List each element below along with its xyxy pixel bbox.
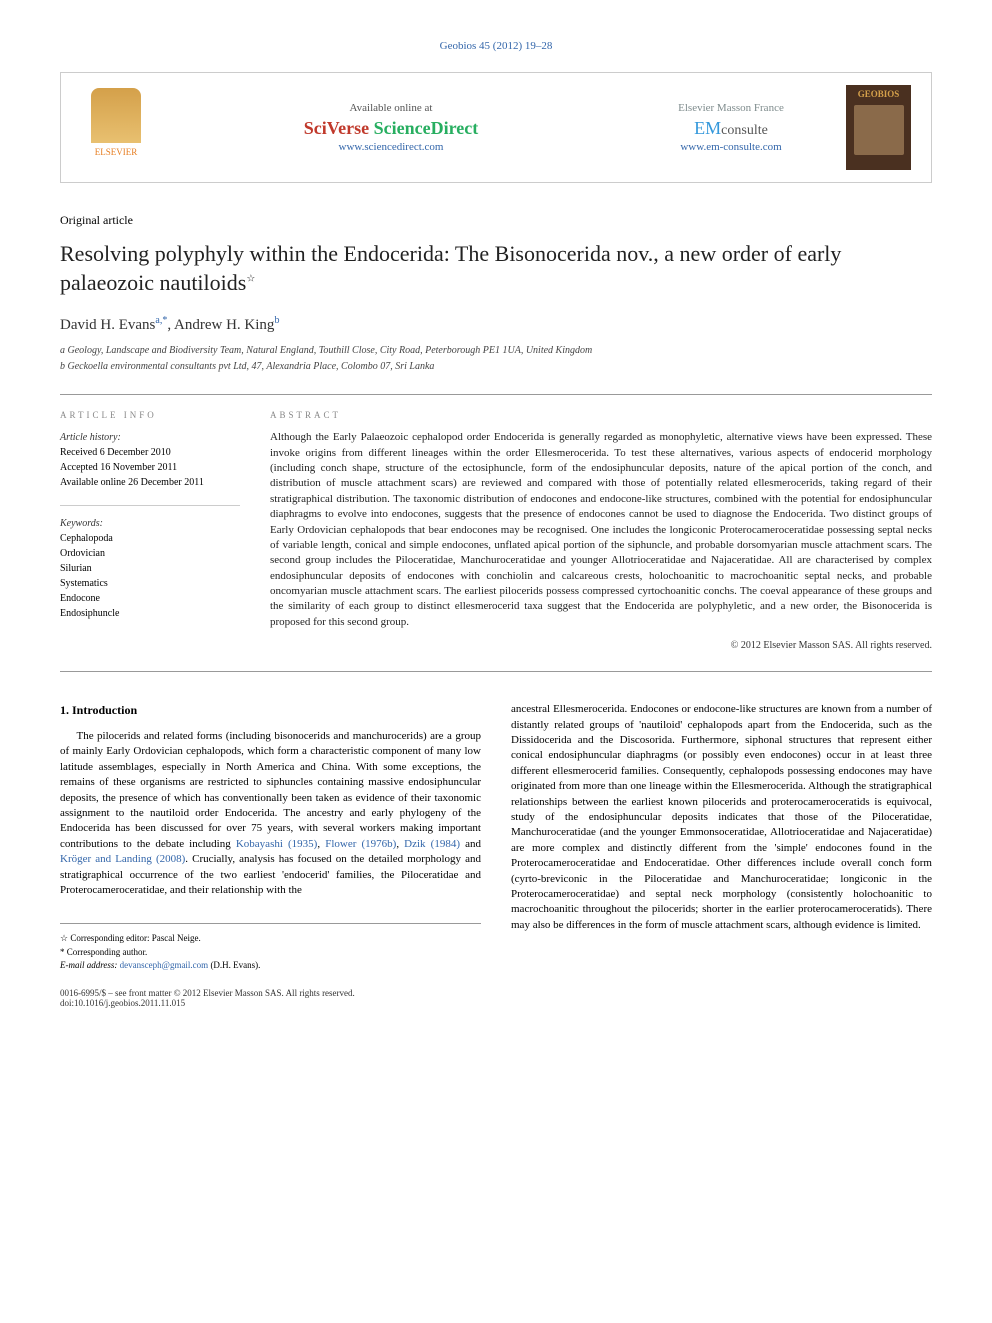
ref-kroger[interactable]: Kröger and Landing (2008) bbox=[60, 853, 185, 865]
article-title: Resolving polyphyly within the Endocerid… bbox=[60, 240, 932, 297]
header-center: Available online at SciVerse ScienceDire… bbox=[151, 102, 631, 153]
body-col-left: 1. Introduction The pilocerids and relat… bbox=[60, 702, 481, 973]
history-label: Article history: bbox=[60, 430, 240, 445]
ref-flower[interactable]: Flower (1976b) bbox=[325, 838, 396, 850]
elsevier-tree-icon bbox=[91, 88, 141, 143]
journal-cover-title: GEOBIOS bbox=[858, 89, 900, 99]
abstract-copyright: © 2012 Elsevier Masson SAS. All rights r… bbox=[270, 640, 932, 651]
online-date: Available online 26 December 2011 bbox=[60, 475, 240, 490]
author-2: , Andrew H. King bbox=[167, 317, 274, 333]
author-2-affil: b bbox=[274, 315, 279, 326]
affiliations: a Geology, Landscape and Biodiversity Te… bbox=[60, 344, 932, 374]
journal-cover-image bbox=[854, 105, 904, 155]
footnote-editor: ☆ Corresponding editor: Pascal Neige. bbox=[60, 932, 481, 946]
abstract-heading: ABSTRACT bbox=[270, 410, 932, 420]
divider-bottom bbox=[60, 671, 932, 672]
header-right: Elsevier Masson France EMconsulte www.em… bbox=[631, 102, 831, 153]
available-online-text: Available online at bbox=[151, 102, 631, 114]
section-1-heading: 1. Introduction bbox=[60, 702, 481, 719]
article-info-col: ARTICLE INFO Article history: Received 6… bbox=[60, 410, 240, 651]
info-divider bbox=[60, 505, 240, 506]
email-address[interactable]: devansceph@gmail.com bbox=[120, 960, 209, 970]
email-label: E-mail address: bbox=[60, 960, 120, 970]
accepted-date: Accepted 16 November 2011 bbox=[60, 460, 240, 475]
keyword: Cephalopoda bbox=[60, 531, 240, 546]
ref-kobayashi[interactable]: Kobayashi (1935) bbox=[236, 838, 317, 850]
journal-cover: GEOBIOS bbox=[846, 85, 911, 170]
sciverse-direct: ScienceDirect bbox=[374, 118, 479, 138]
elsevier-masson-text: Elsevier Masson France bbox=[631, 102, 831, 114]
abstract-text: Although the Early Palaeozoic cephalopod… bbox=[270, 430, 932, 630]
footer-bar: 0016-6995/$ – see front matter © 2012 El… bbox=[60, 988, 932, 1008]
footer-copyright: 0016-6995/$ – see front matter © 2012 El… bbox=[60, 988, 355, 998]
affiliation-a: a Geology, Landscape and Biodiversity Te… bbox=[60, 344, 932, 358]
em-prefix: EM bbox=[694, 118, 721, 138]
footer-left: 0016-6995/$ – see front matter © 2012 El… bbox=[60, 988, 355, 1008]
intro-paragraph-cont: ancestral Ellesmerocerida. Endocones or … bbox=[511, 702, 932, 933]
keywords-list: Cephalopoda Ordovician Silurian Systemat… bbox=[60, 531, 240, 621]
intro-paragraph: The pilocerids and related forms (includ… bbox=[60, 729, 481, 898]
affiliation-b: b Geckoella environmental consultants pv… bbox=[60, 360, 932, 374]
sciencedirect-url[interactable]: www.sciencedirect.com bbox=[151, 141, 631, 153]
footer-doi: doi:10.1016/j.geobios.2011.11.015 bbox=[60, 998, 355, 1008]
elsevier-label: ELSEVIER bbox=[95, 147, 138, 157]
author-1: David H. Evans bbox=[60, 317, 155, 333]
em-consulte-logo: EMconsulte bbox=[631, 118, 831, 139]
em-suffix: consulte bbox=[721, 123, 768, 138]
keyword: Endocone bbox=[60, 591, 240, 606]
sciverse-sci: SciVerse bbox=[304, 118, 374, 138]
footnote-corresponding: * Corresponding author. bbox=[60, 946, 481, 960]
keywords-block: Keywords: Cephalopoda Ordovician Siluria… bbox=[60, 516, 240, 621]
keyword: Systematics bbox=[60, 576, 240, 591]
body-columns: 1. Introduction The pilocerids and relat… bbox=[60, 702, 932, 973]
keyword: Endosiphuncle bbox=[60, 606, 240, 621]
ref-dzik[interactable]: Dzik (1984) bbox=[404, 838, 460, 850]
footnote-email: E-mail address: devansceph@gmail.com (D.… bbox=[60, 959, 481, 973]
keyword: Silurian bbox=[60, 561, 240, 576]
article-info-heading: ARTICLE INFO bbox=[60, 410, 240, 420]
received-date: Received 6 December 2010 bbox=[60, 445, 240, 460]
sciverse-logo: SciVerse ScienceDirect bbox=[151, 118, 631, 139]
divider-top bbox=[60, 394, 932, 395]
elsevier-logo: ELSEVIER bbox=[81, 88, 151, 168]
em-consulte-url[interactable]: www.em-consulte.com bbox=[631, 141, 831, 153]
intro-text-a: The pilocerids and related forms (includ… bbox=[60, 730, 481, 850]
abstract-col: ABSTRACT Although the Early Palaeozoic c… bbox=[270, 410, 932, 651]
body-col-right: ancestral Ellesmerocerida. Endocones or … bbox=[511, 702, 932, 973]
article-history-block: Article history: Received 6 December 201… bbox=[60, 430, 240, 490]
title-text: Resolving polyphyly within the Endocerid… bbox=[60, 241, 841, 295]
authors-line: David H. Evansa,*, Andrew H. Kingb bbox=[60, 315, 932, 334]
article-type: Original article bbox=[60, 213, 932, 228]
header-banner: ELSEVIER Available online at SciVerse Sc… bbox=[60, 72, 932, 183]
title-footnote-star: ☆ bbox=[246, 273, 255, 284]
email-suffix: (D.H. Evans). bbox=[208, 960, 260, 970]
keywords-label: Keywords: bbox=[60, 516, 240, 531]
citation-line: Geobios 45 (2012) 19–28 bbox=[60, 40, 932, 52]
footnotes: ☆ Corresponding editor: Pascal Neige. * … bbox=[60, 923, 481, 973]
keyword: Ordovician bbox=[60, 546, 240, 561]
info-abstract-row: ARTICLE INFO Article history: Received 6… bbox=[60, 410, 932, 651]
